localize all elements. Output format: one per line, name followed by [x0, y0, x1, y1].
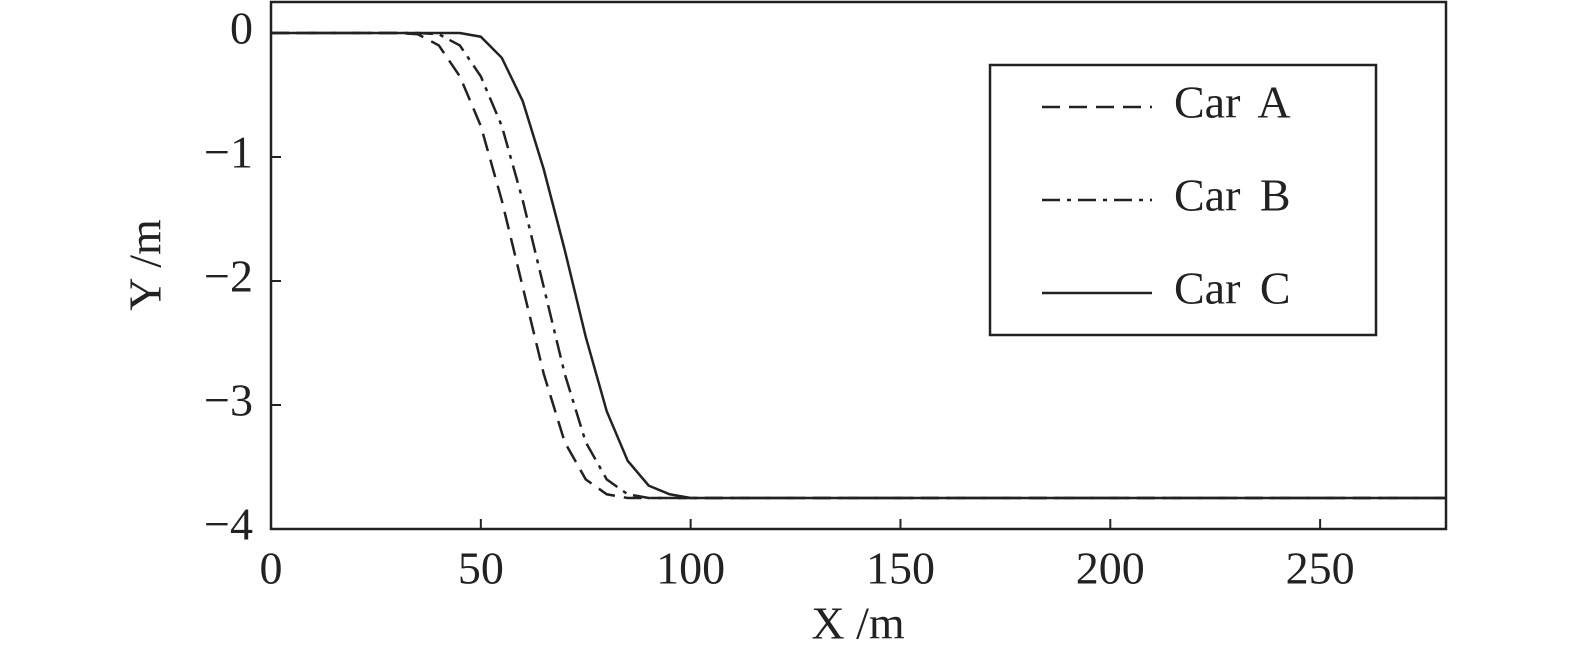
x-tick-label: 150 [866, 543, 935, 594]
y-tick-label: −3 [204, 375, 253, 426]
x-axis-label: X /m [811, 598, 905, 649]
y-tick-label: −4 [204, 499, 253, 550]
x-tick-label: 50 [458, 543, 504, 594]
legend-label: Car B [1174, 170, 1291, 221]
y-tick-label: −2 [204, 251, 253, 302]
plot-frame [269, 0, 1448, 531]
x-tick-label: 200 [1076, 543, 1145, 594]
y-tick-label: −1 [204, 127, 253, 178]
x-tick-label: 100 [656, 543, 725, 594]
x-tick-label: 0 [260, 543, 283, 594]
legend-label: Car C [1174, 263, 1291, 314]
legend-label: Car A [1174, 77, 1291, 128]
x-tick-label: 250 [1286, 543, 1355, 594]
y-axis-label: Y /m [120, 219, 171, 311]
series-line [271, 31, 1446, 500]
y-tick-label: 0 [230, 3, 253, 54]
